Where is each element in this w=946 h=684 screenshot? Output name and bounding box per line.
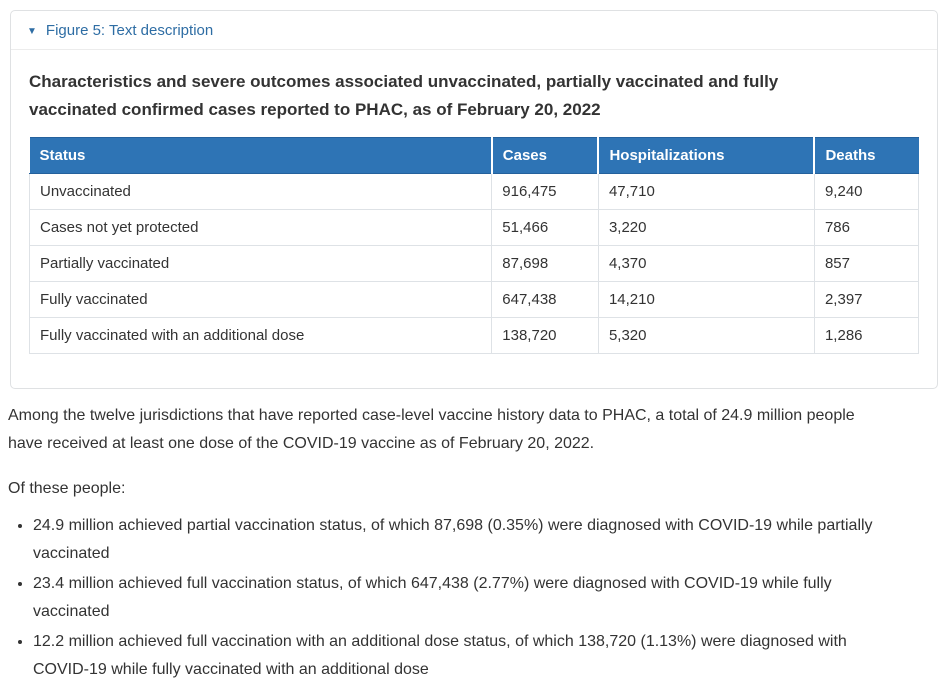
table-row: Unvaccinated 916,475 47,710 9,240 [28,173,920,210]
figure5-summary-toggle[interactable]: ▼ Figure 5: Text description [11,11,937,50]
column-header-status: Status [29,137,492,174]
paragraph-jurisdictions-summary: Among the twelve jurisdictions that have… [8,407,855,452]
list-item-full-vaccination: 23.4 million achieved full vaccination s… [33,570,946,626]
cell-cases: 916,475 [491,173,599,210]
figure5-details-panel: ▼ Figure 5: Text description Characteris… [10,10,938,389]
cell-cases: 647,438 [491,281,599,318]
vaccination-status-bullet-list: 24.9 million achieved partial vaccinatio… [0,512,946,684]
figure5-summary-label: Figure 5: Text description [45,22,214,39]
cell-cases: 87,698 [491,245,599,282]
table-row: Cases not yet protected 51,466 3,220 786 [28,209,920,246]
table-row: Fully vaccinated with an additional dose… [28,317,920,354]
cell-hospitalizations: 4,370 [597,245,815,282]
column-header-cases: Cases [490,137,599,174]
cell-status: Cases not yet protected [28,209,493,246]
cell-hospitalizations: 47,710 [597,173,815,210]
table-row: Partially vaccinated 87,698 4,370 857 [28,245,920,282]
table-row: Fully vaccinated 647,438 14,210 2,397 [28,281,920,318]
cell-status: Fully vaccinated [28,281,493,318]
cell-deaths: 857 [813,245,920,282]
table-header-row: Status Cases Hospitalizations Deaths [29,137,919,174]
cell-status: Unvaccinated [28,173,493,210]
cell-hospitalizations: 5,320 [597,317,815,354]
cell-status: Fully vaccinated with an additional dose [28,317,493,354]
figure5-content: Characteristics and severe outcomes asso… [11,50,937,388]
cell-status: Partially vaccinated [28,245,493,282]
cell-deaths: 2,397 [813,281,920,318]
list-item-additional-dose: 12.2 million achieved full vaccination w… [33,628,946,684]
cell-deaths: 9,240 [813,173,920,210]
list-item-partial-vaccination: 24.9 million achieved partial vaccinatio… [33,512,946,568]
cell-deaths: 1,286 [813,317,920,354]
paragraph-of-these-people: Of these people: [8,480,126,497]
figure5-data-table: Status Cases Hospitalizations Deaths Unv… [28,137,920,354]
figure-title: Characteristics and severe outcomes asso… [29,72,779,119]
cell-cases: 138,720 [491,317,599,354]
caret-down-icon: ▼ [27,25,37,37]
column-header-deaths: Deaths [813,137,919,174]
column-header-hospitalizations: Hospitalizations [597,137,815,174]
cell-hospitalizations: 14,210 [597,281,815,318]
cell-cases: 51,466 [491,209,599,246]
cell-hospitalizations: 3,220 [597,209,815,246]
cell-deaths: 786 [813,209,920,246]
